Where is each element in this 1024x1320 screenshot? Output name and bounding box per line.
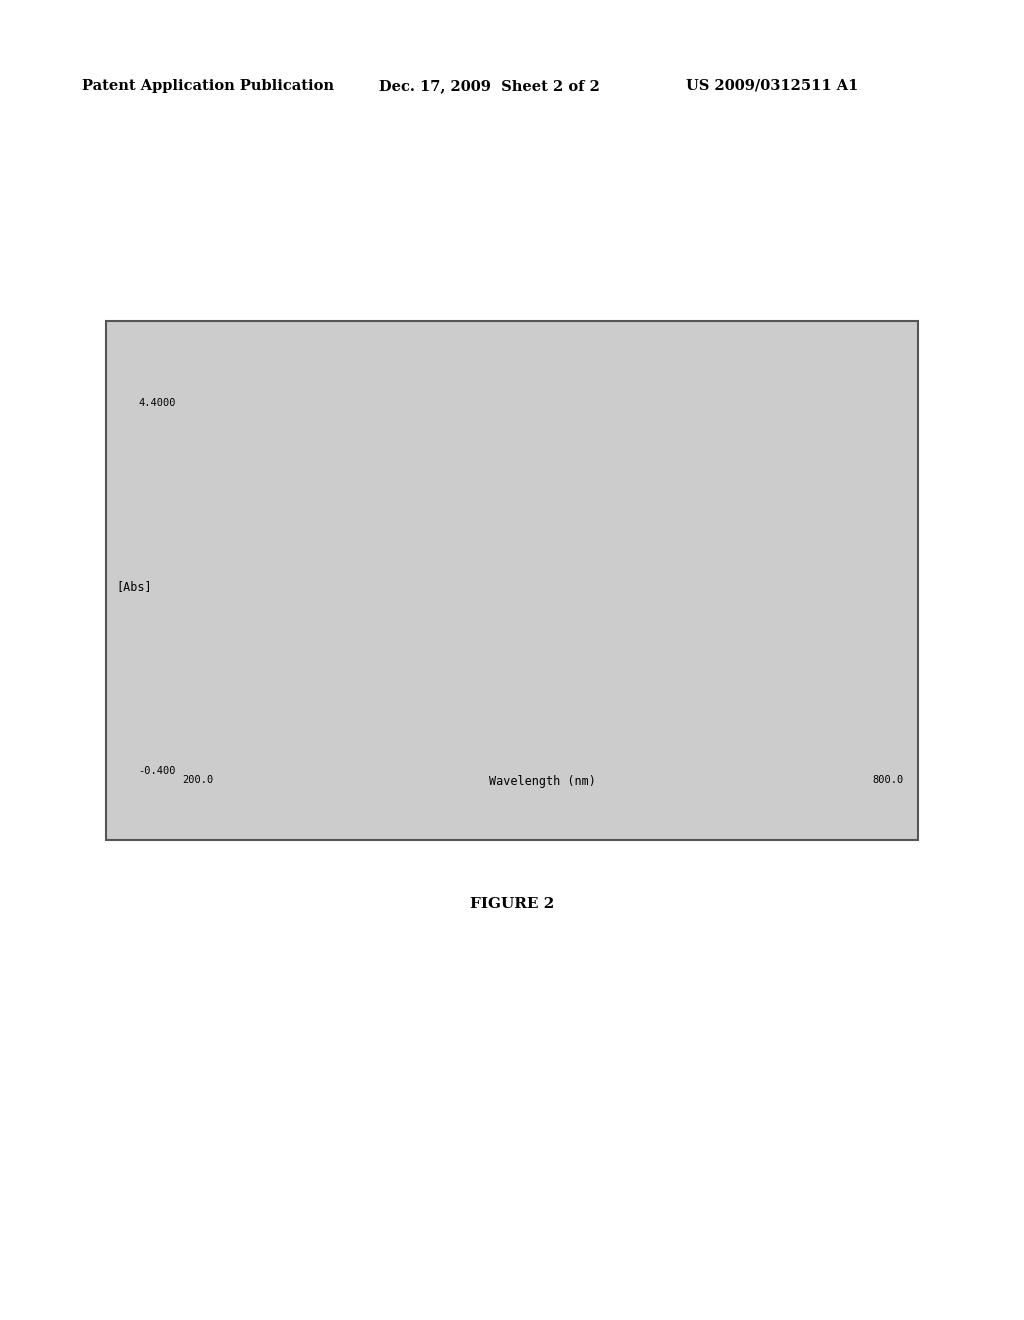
Text: ZoomOut: ZoomOut: [203, 345, 253, 356]
Text: -0.400: -0.400: [138, 766, 176, 776]
Text: Wavelength (nm): Wavelength (nm): [489, 775, 596, 788]
Text: Print: Print: [705, 345, 740, 356]
Text: Annotate: Annotate: [588, 345, 645, 356]
Text: Trace: Trace: [291, 345, 327, 356]
Text: Dec. 17, 2009  Sheet 2 of 2: Dec. 17, 2009 Sheet 2 of 2: [379, 79, 600, 92]
Text: US 2009/0312511 A1: US 2009/0312511 A1: [686, 79, 858, 92]
Text: Autoscale: Autoscale: [468, 345, 532, 356]
Text: [Abs]: [Abs]: [117, 581, 153, 593]
Text: Functions: Scan: Functions: Scan: [131, 383, 238, 396]
Text: Function: Function: [364, 345, 421, 356]
Text: 4.4000: 4.4000: [138, 397, 176, 408]
Text: Patent Application Publication: Patent Application Publication: [82, 79, 334, 92]
Text: FIGURE 2: FIGURE 2: [470, 898, 554, 911]
Text: 800.0: 800.0: [871, 775, 903, 785]
Text: Zoom: Zoom: [128, 345, 157, 356]
Text: Smoothing: None: Smoothing: None: [637, 383, 743, 396]
Text: 200.0: 200.0: [182, 775, 214, 785]
